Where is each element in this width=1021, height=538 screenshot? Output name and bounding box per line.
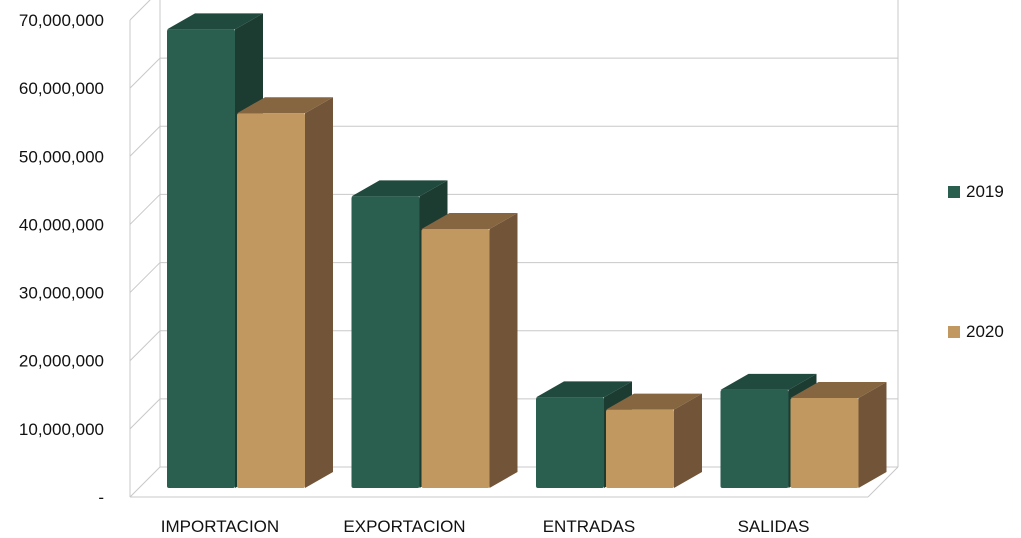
gridline-depth: [129, 466, 161, 498]
x-category-label: ENTRADAS: [543, 517, 636, 536]
bar-top: [606, 393, 702, 410]
gridline-depth: [129, 0, 151, 21]
bar-top: [237, 97, 333, 114]
y-axis-tick-labels: - 10,000,000 20,000,000 30,000,000 40,000,00…: [19, 11, 104, 507]
y-tick-label: 20,000,000: [19, 352, 104, 371]
bar-side: [489, 213, 518, 489]
legend-swatch-2019: [948, 186, 960, 198]
bar-2020-exportacion: [421, 213, 518, 489]
bar-top: [421, 213, 518, 230]
bar-2020-entradas: [606, 393, 702, 488]
legend: 2019 2020: [948, 0, 1021, 538]
bar-top: [351, 180, 448, 197]
y-tick-label: 40,000,000: [19, 215, 104, 234]
bar-front: [237, 113, 305, 488]
bar-2020-importacion: [237, 97, 333, 488]
y-tick-label: 70,000,000: [19, 11, 104, 30]
legend-label-2019: 2019: [966, 182, 1004, 201]
y-tick-label: 30,000,000: [19, 284, 104, 303]
bar-front: [351, 196, 420, 488]
legend-label-2020: 2020: [966, 322, 1004, 341]
gridline-depth: [129, 57, 161, 89]
bar-front: [167, 29, 235, 489]
bar-top: [536, 381, 632, 398]
bar-top: [790, 382, 887, 399]
bar-2020-salidas: [790, 382, 887, 488]
bar-side: [674, 393, 702, 488]
gridline-depth: [129, 330, 161, 362]
y-tick-label: 10,000,000: [19, 420, 104, 439]
y-tick-label: 60,000,000: [19, 79, 104, 98]
gridline-depth: [129, 125, 161, 157]
gridline-depth: [129, 262, 161, 293]
y-tick-label: 50,000,000: [19, 147, 104, 166]
x-category-label: IMPORTACION: [161, 517, 279, 536]
bar-side: [305, 97, 333, 488]
gridline-depth: [129, 398, 161, 430]
gridline-depth: [129, 194, 161, 225]
legend-item-2019: 2019: [948, 182, 1004, 202]
bar-front: [720, 389, 789, 488]
legend-swatch-2020: [948, 326, 960, 338]
x-category-label: EXPORTACION: [343, 517, 465, 536]
bar-front: [790, 398, 859, 488]
y-tick-label: -: [98, 488, 104, 507]
bars: [167, 13, 887, 489]
x-category-label: SALIDAS: [738, 517, 810, 536]
legend-item-2020: 2020: [948, 322, 1004, 342]
bar-top: [720, 373, 817, 390]
x-axis-category-labels: IMPORTACION EXPORTACION ENTRADAS SALIDAS: [161, 517, 810, 536]
bar-chart: - 10,000,000 20,000,000 30,000,000 40,000,00…: [19, 0, 899, 536]
bar-front: [421, 229, 490, 489]
bar-front: [536, 397, 604, 488]
bar-side: [858, 382, 887, 488]
bar-top: [167, 13, 263, 30]
bar-front: [606, 409, 674, 488]
floor-right-edge: [867, 466, 899, 498]
